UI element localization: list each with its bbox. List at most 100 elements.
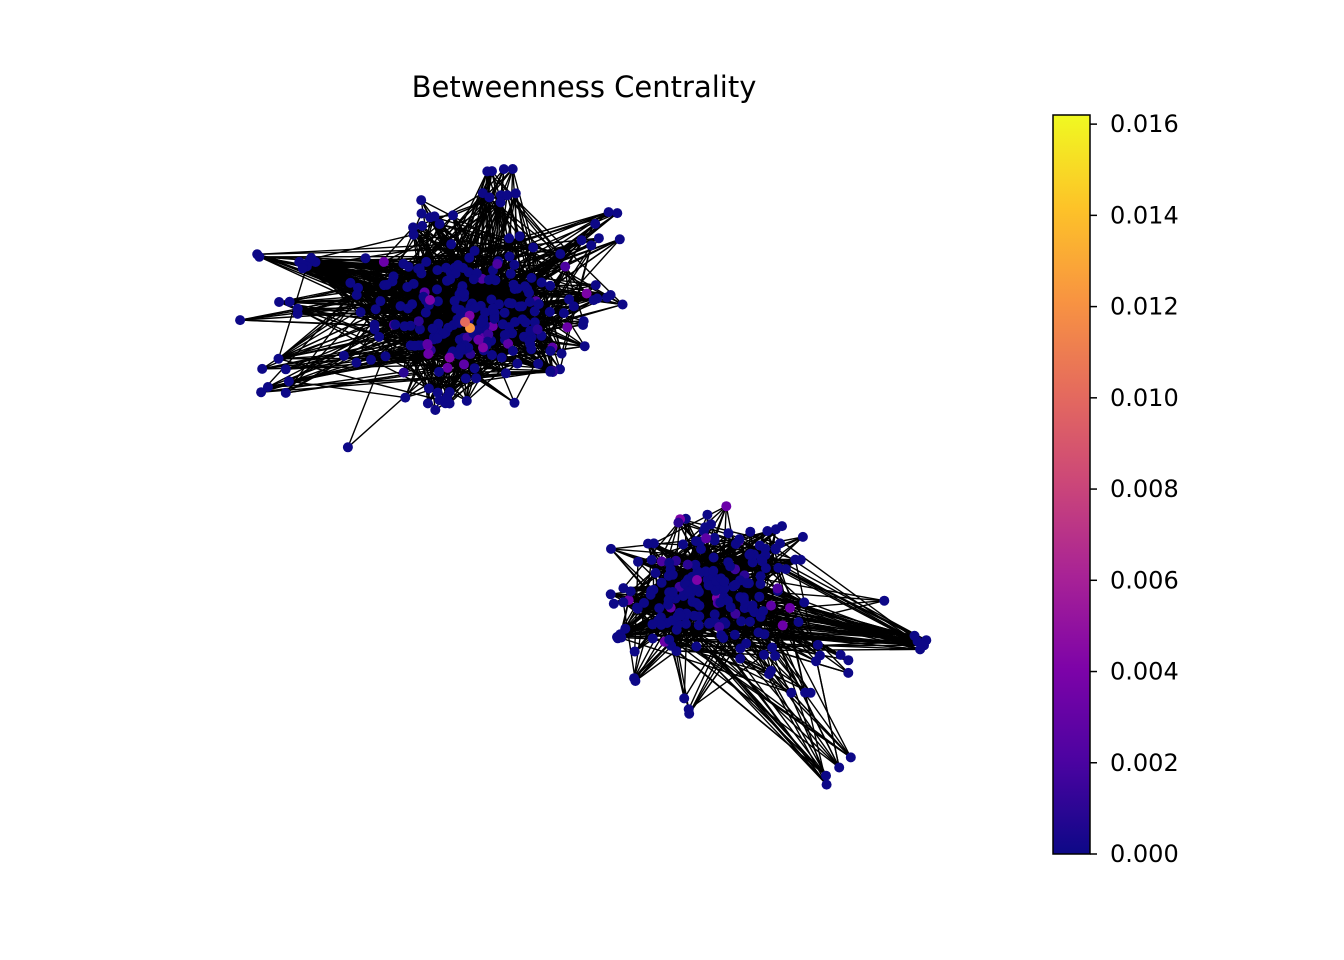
graph-node xyxy=(380,351,391,362)
graph-edge xyxy=(797,621,849,674)
graph-edge xyxy=(739,538,927,641)
graph-node xyxy=(421,256,432,267)
graph-node xyxy=(558,308,569,319)
graph-node xyxy=(492,259,503,269)
graph-node xyxy=(414,263,425,274)
graph-node xyxy=(556,348,567,359)
graph-node xyxy=(526,272,537,283)
graph-node xyxy=(568,301,579,312)
chart-title: Betweenness Centrality xyxy=(411,70,757,104)
graph-node xyxy=(430,405,441,415)
colorbar-gradient xyxy=(1052,114,1091,855)
graph-edge xyxy=(534,320,584,323)
graph-node xyxy=(453,260,463,270)
colorbar-tick-label: 0.006 xyxy=(1110,566,1179,594)
graph-edge xyxy=(439,223,561,255)
graph-node xyxy=(617,299,628,310)
graph-node xyxy=(306,252,317,263)
graph-node xyxy=(434,219,445,229)
graph-edge xyxy=(564,266,585,322)
graph-node xyxy=(834,762,845,773)
graph-node xyxy=(578,316,589,327)
graph-node xyxy=(555,249,566,259)
graph-node xyxy=(297,263,308,274)
graph-edge xyxy=(261,299,427,370)
graph-node xyxy=(375,296,386,307)
graph-node xyxy=(483,329,494,340)
graph-node xyxy=(390,319,401,330)
graph-node xyxy=(416,208,427,219)
graph-node xyxy=(403,261,414,272)
graph-node xyxy=(612,208,623,219)
graph-edge xyxy=(761,560,923,646)
graph-node xyxy=(590,280,601,291)
graph-node xyxy=(510,317,520,327)
graph-node xyxy=(505,268,516,279)
graph-node xyxy=(533,299,544,310)
graph-edge xyxy=(696,645,792,694)
graph-node xyxy=(235,315,246,326)
graph-node xyxy=(586,240,597,251)
graph-node xyxy=(684,708,695,719)
graph-node xyxy=(423,383,434,394)
graph-node xyxy=(351,357,362,368)
graph-node xyxy=(262,382,273,392)
graph-node xyxy=(445,274,456,285)
graph-node xyxy=(461,395,472,406)
graph-node xyxy=(581,288,592,299)
graph-edge xyxy=(491,170,561,255)
graph-node xyxy=(503,338,514,349)
graph-edge xyxy=(777,567,806,693)
graph-node xyxy=(500,368,511,379)
graph-node xyxy=(432,284,442,295)
graph-node xyxy=(273,353,284,364)
graph-node xyxy=(427,323,438,334)
graph-edge xyxy=(764,548,819,646)
colorbar-ticks: 0.000 0.002 0.004 0.006 0.008 0.010 0.012 0.014… xyxy=(1090,110,1179,868)
graph-node xyxy=(524,287,534,298)
graph-node xyxy=(257,363,268,374)
graph-node xyxy=(605,290,616,300)
graph-node xyxy=(446,239,457,250)
graph-edge xyxy=(617,636,792,694)
graph-node xyxy=(821,770,831,781)
graph-node xyxy=(280,364,291,375)
graph-node xyxy=(504,233,515,244)
graph-edge xyxy=(277,266,308,360)
colorbar-tick-label: 0.014 xyxy=(1110,201,1179,229)
graph-node xyxy=(503,298,514,308)
colorbar-tick-label: 0.000 xyxy=(1110,840,1179,868)
graph-node xyxy=(629,673,640,684)
graph-node xyxy=(915,644,926,655)
graph-node xyxy=(469,245,480,256)
graph-edge xyxy=(257,243,452,255)
graph-node xyxy=(845,752,856,763)
graph-node xyxy=(843,655,854,666)
graph-node xyxy=(432,296,443,307)
graph-node xyxy=(879,595,890,606)
graph-node xyxy=(576,235,587,246)
graph-edge xyxy=(766,530,925,646)
graph-node xyxy=(545,345,556,356)
graph-node xyxy=(274,297,285,307)
graph-node xyxy=(413,316,424,327)
graph-node xyxy=(498,164,509,175)
graph-node xyxy=(422,339,433,349)
graph-node xyxy=(508,279,519,290)
graph-node xyxy=(468,274,479,285)
graph-nodes xyxy=(235,164,932,790)
graph-node xyxy=(471,373,482,384)
graph-node xyxy=(504,251,515,262)
graph-node xyxy=(495,197,506,208)
graph-node xyxy=(432,387,443,398)
graph-node xyxy=(545,280,556,291)
graph-edge xyxy=(436,338,439,393)
colorbar-tick-label: 0.016 xyxy=(1110,110,1179,138)
graph-node xyxy=(483,274,494,285)
graph-node xyxy=(476,317,487,328)
graph-node xyxy=(486,294,497,305)
graph-edge xyxy=(259,256,420,270)
graph-edge xyxy=(653,505,727,545)
graph-edge xyxy=(259,256,484,330)
